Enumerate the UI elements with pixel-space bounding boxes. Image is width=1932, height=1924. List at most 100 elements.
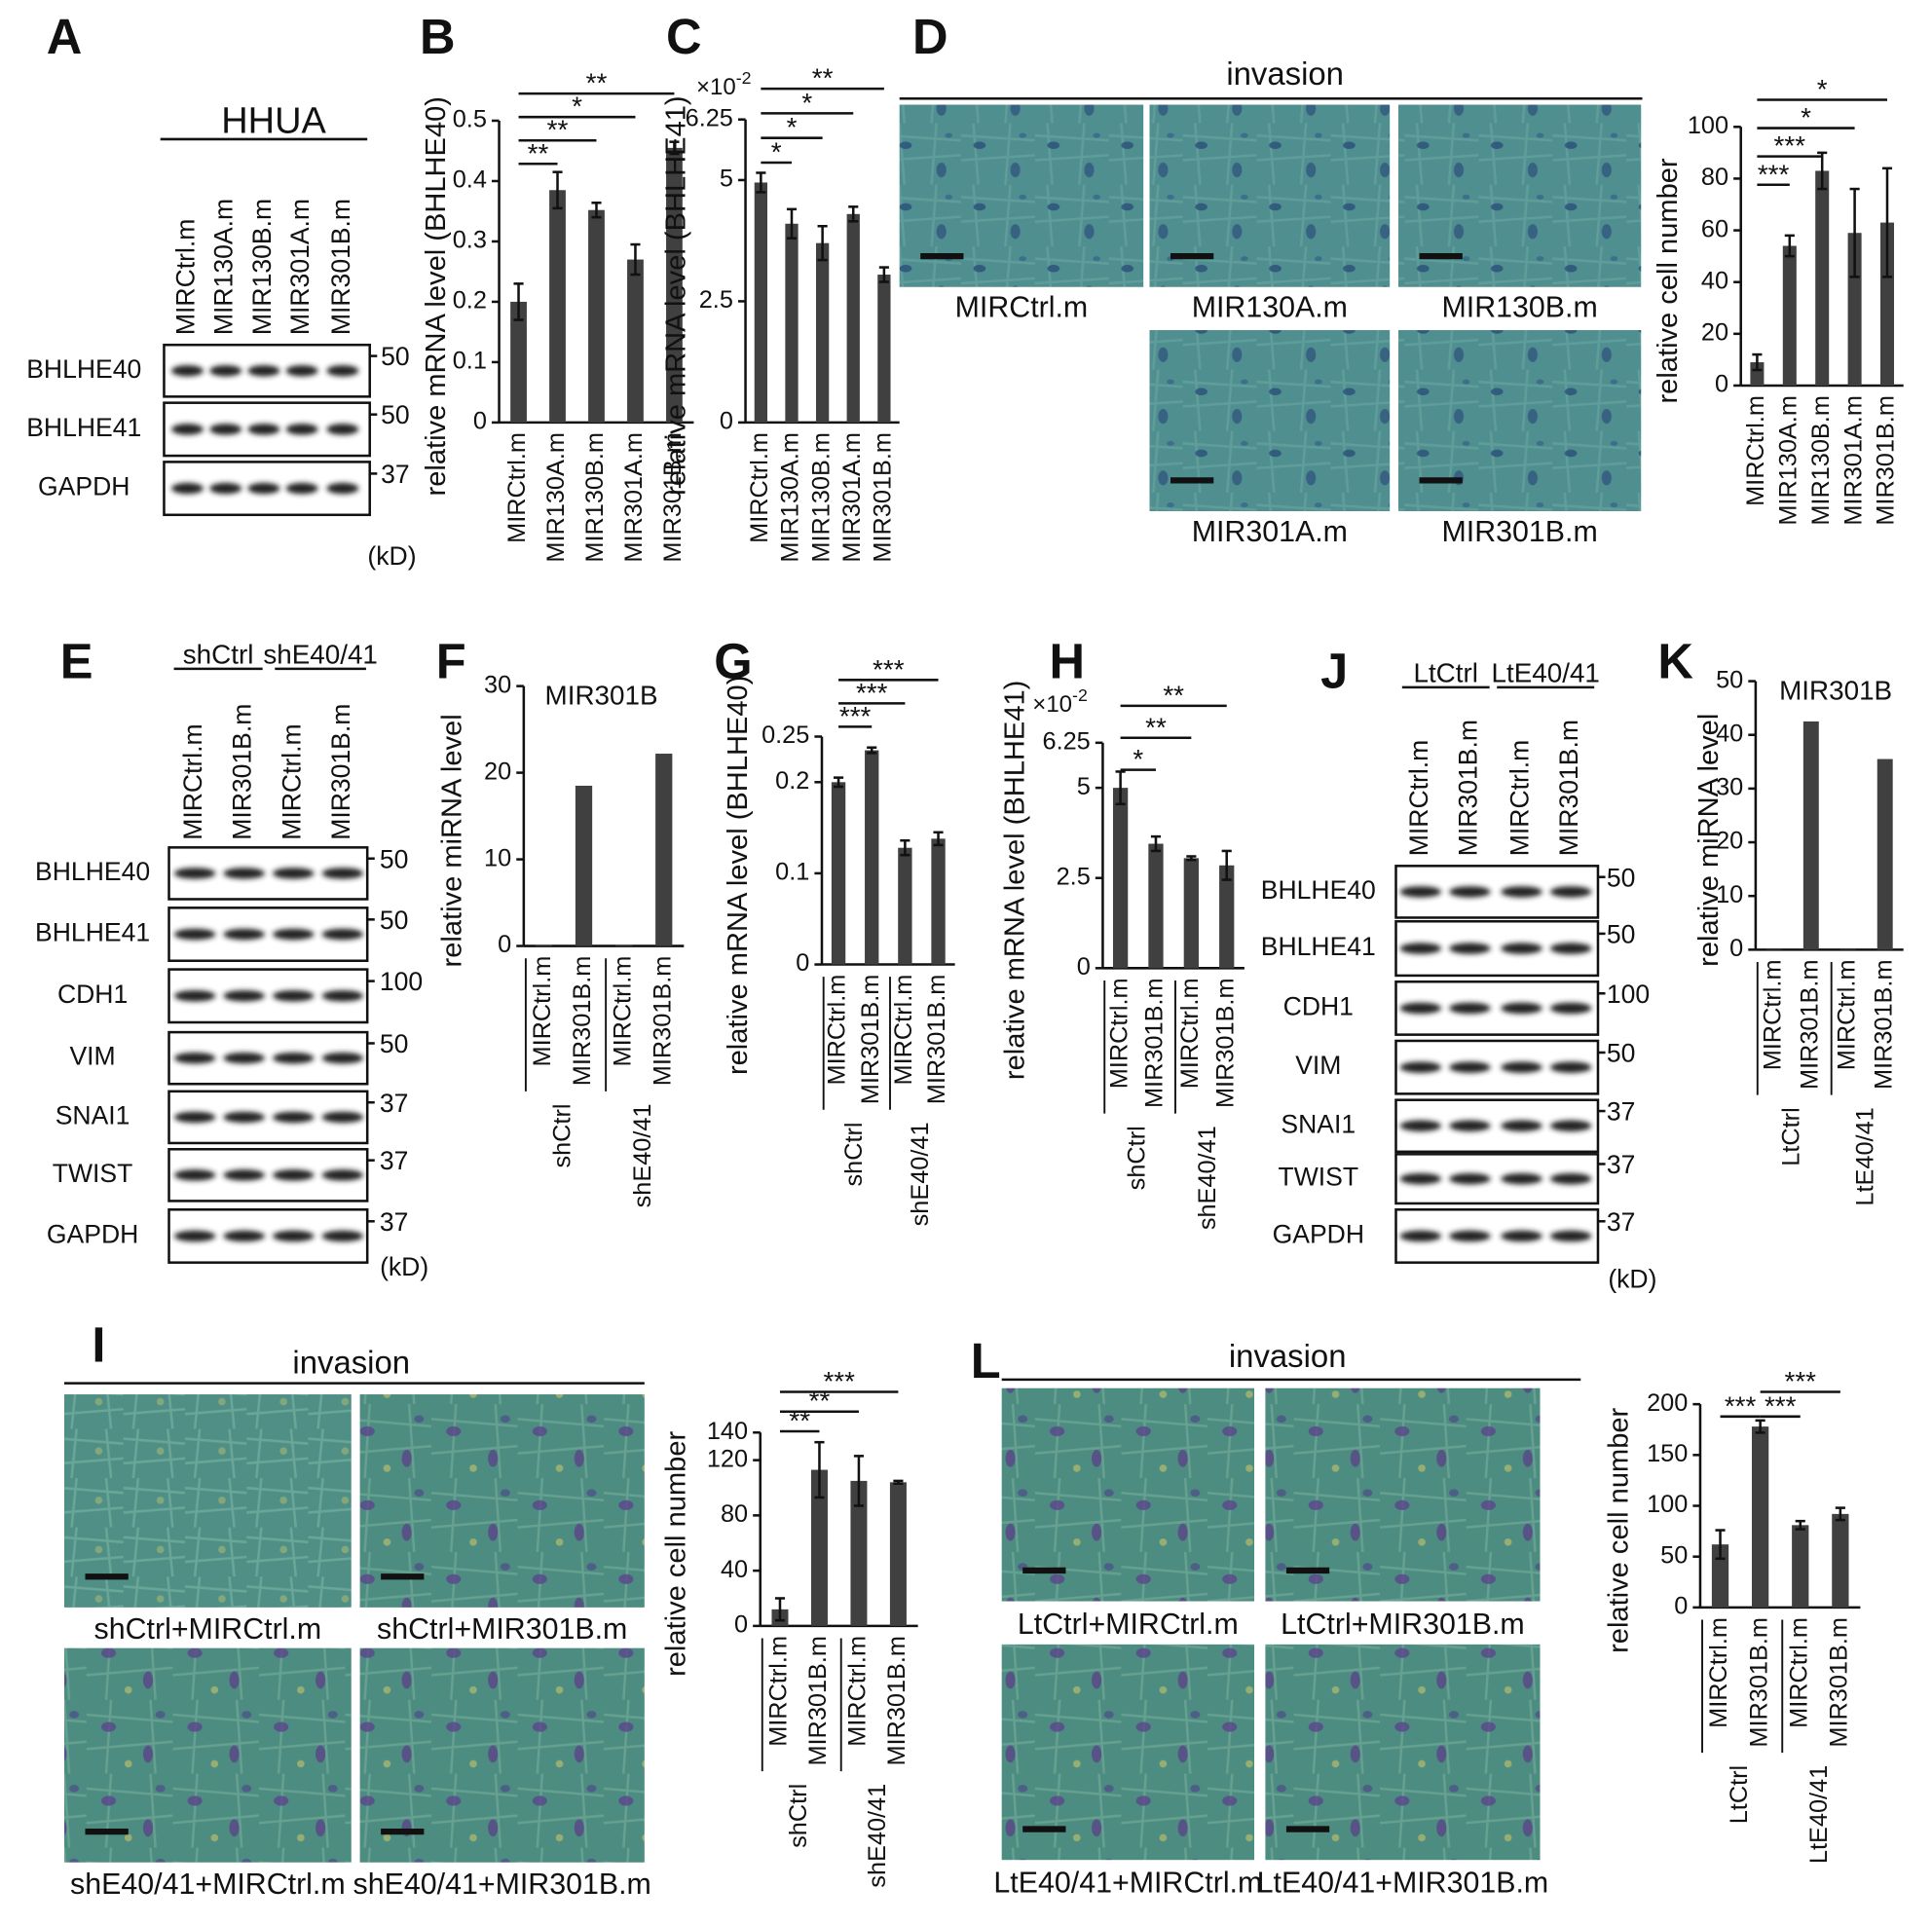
significance-label: ** [547,115,569,145]
micrograph [1149,104,1391,287]
multiplier-exponent: -2 [736,68,752,88]
marker-label: 37 [1607,1150,1636,1179]
marker-label: 37 [381,460,410,489]
multiplier-exponent: -2 [1072,684,1088,704]
y-axis-label: relative cell number [1603,1407,1634,1652]
y-tick-label: 0 [1674,1593,1688,1620]
bar [510,301,527,423]
band [1399,1172,1442,1185]
band [273,1111,315,1124]
micrograph [63,1647,352,1863]
band [171,365,204,377]
band [273,1230,315,1242]
panel-label: J [1320,644,1348,699]
x-tick-label: MIR301B.m [659,432,687,563]
group-label: shCtrl [785,1784,812,1848]
band [1549,1120,1592,1131]
y-tick-label: 20 [1701,319,1728,347]
band [1549,1061,1592,1073]
x-tick-label: MIR130A.m [542,432,570,563]
micrograph-title: invasion [1226,56,1344,92]
group-label: shE40/41 [1194,1126,1221,1230]
y-tick-label: 0 [734,1611,748,1639]
micrograph-title: invasion [292,1344,410,1380]
lane-label: MIRCtrl.m [277,723,306,839]
significance-label: *** [856,678,888,708]
group-label: LtCtrl [1413,658,1478,688]
x-tick-label: MIRCtrl.m [824,975,851,1086]
panel-label: C [666,9,702,64]
x-tick-label: MIRCtrl.m [1833,959,1860,1070]
x-tick-label: MIR301B.m [649,956,676,1087]
band [223,868,265,879]
x-tick-label: MIRCtrl.m [503,432,531,543]
marker-label: 50 [1607,863,1636,892]
band [1449,886,1491,898]
y-tick-label: 2.5 [699,286,733,314]
bar [815,242,830,423]
micrograph [1265,1388,1541,1602]
micrograph-caption: MIR301A.m [1192,516,1348,548]
marker-label: 37 [1607,1207,1636,1237]
lane-label: MIR301B.m [1453,720,1482,856]
micrograph [63,1394,352,1608]
significance-label: ** [586,68,608,98]
y-tick-label: 30 [1716,774,1743,801]
row-label: GAPDH [1273,1219,1364,1248]
significance-label: *** [1785,1366,1817,1396]
group-label: LtE40/41 [1805,1765,1833,1864]
significance-label: * [572,92,582,122]
band [321,990,364,1002]
unit-label: (kD) [380,1252,428,1281]
y-tick-label: 0 [720,408,733,435]
y-tick-label: 0 [796,949,809,977]
band [173,1230,216,1242]
x-tick-label: MIR130B.m [807,432,835,563]
micrograph [1001,1388,1255,1602]
x-tick-label: MIR301A.m [838,432,866,563]
band [321,928,364,941]
x-tick-label: MIR301B.m [923,975,950,1105]
x-tick-label: MIRCtrl.m [1785,1617,1812,1728]
lane-label: MIR301B.m [326,704,355,840]
panel-label: B [420,9,456,64]
micrograph [1398,330,1642,511]
band [273,868,315,879]
band [285,424,318,435]
x-tick-label: MIR301B.m [569,956,596,1087]
band [1501,1061,1542,1073]
lane-label: MIR301A.m [285,199,315,335]
row-label: SNAI1 [56,1100,130,1129]
panel-label: D [912,9,948,64]
band [209,482,242,495]
significance-label: ** [809,1386,831,1416]
band [1399,1002,1442,1015]
bar [655,754,673,946]
band [173,928,216,941]
bar [1148,843,1164,969]
micrograph-title: invasion [1229,1338,1347,1374]
panel-label: I [92,1317,105,1373]
bar [1802,721,1819,950]
band [321,1230,364,1242]
lane-label: MIR130B.m [247,199,277,335]
marker-label: 50 [380,1029,409,1058]
band [247,365,280,377]
row-label: BHLHE40 [1261,875,1376,905]
significance-label: * [1817,74,1828,104]
x-tick-label: MIR130B.m [581,432,609,563]
micrograph-caption: LtCtrl+MIR301B.m [1281,1609,1525,1641]
axis-multiplier: ×10-2 [696,68,751,101]
y-tick-label: 200 [1647,1389,1688,1417]
y-tick-label: 10 [484,844,511,871]
panel-label: G [714,633,752,688]
x-tick-label: MIRCtrl.m [1742,395,1769,506]
y-tick-label: 40 [1716,720,1743,747]
band [273,1052,315,1064]
band [1399,1061,1442,1073]
bar [1112,788,1129,969]
y-tick-label: 80 [721,1500,748,1528]
group-label: shE40/41 [263,640,378,670]
multiplier-base: ×10 [1032,691,1072,718]
